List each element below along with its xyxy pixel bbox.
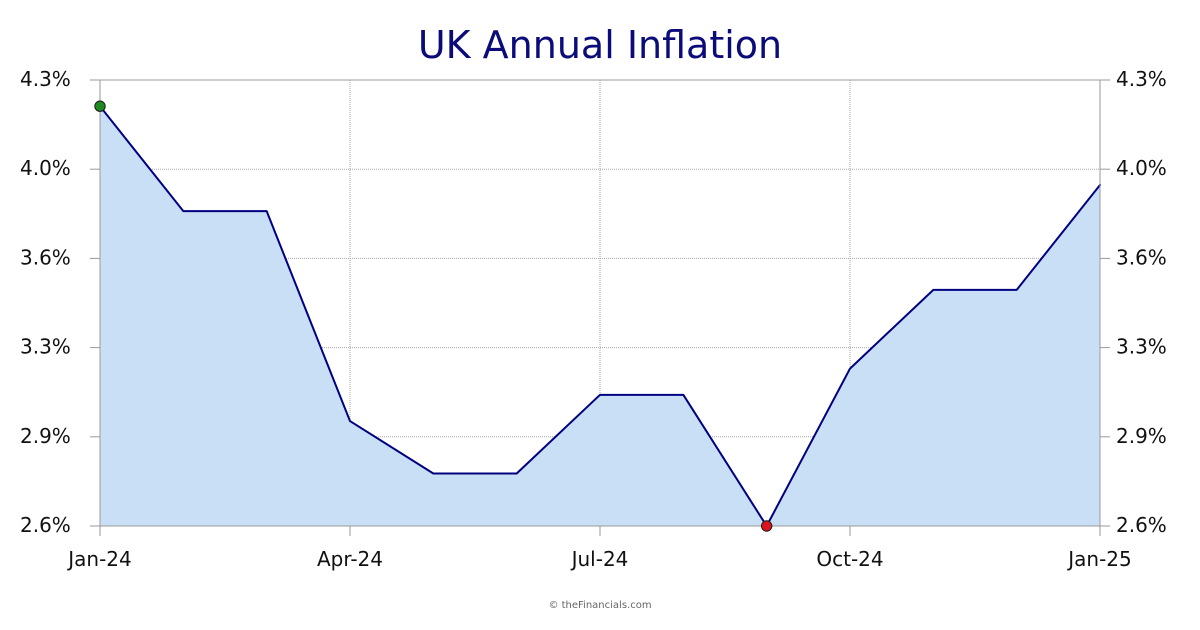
x-tick-label: Jul-24 — [570, 547, 629, 571]
y-tick-label-right: 2.6% — [1116, 513, 1167, 537]
y-tick-label-left: 4.0% — [20, 156, 71, 180]
x-tick-label: Jan-25 — [1066, 547, 1132, 571]
x-tick-label: Jan-24 — [66, 547, 132, 571]
axis-layer — [90, 79, 1110, 536]
chart-title: UK Annual Inflation — [418, 23, 782, 67]
x-tick-label: Apr-24 — [317, 547, 383, 571]
y-tick-label-left: 2.9% — [20, 424, 71, 448]
y-tick-label-right: 4.3% — [1116, 67, 1167, 91]
label-layer: 2.6% 2.6% 2.9% 2.9% 3.3% 3.3% 3.6% 3.6% 4.0% 4.0%… — [20, 67, 1167, 571]
y-tick-label-right: 3.6% — [1116, 245, 1167, 269]
series-line — [99, 105, 1101, 527]
y-tick-label-left: 3.3% — [20, 335, 71, 359]
max-point-marker — [94, 100, 106, 112]
y-tick-label-right: 4.0% — [1116, 156, 1167, 180]
y-tick-label-left: 2.6% — [20, 513, 71, 537]
chart-credit: © theFinancials.com — [548, 600, 651, 611]
y-tick-label-left: 3.6% — [20, 245, 71, 269]
plot-frame — [99, 79, 1101, 527]
x-tick-label: Oct-24 — [816, 547, 883, 571]
y-tick-label-right: 3.3% — [1116, 335, 1167, 359]
y-tick-label-right: 2.9% — [1116, 424, 1167, 448]
marker-layer — [94, 100, 773, 532]
area-layer — [99, 105, 1101, 527]
y-tick-label-left: 4.3% — [20, 67, 71, 91]
min-point-marker — [760, 520, 773, 532]
